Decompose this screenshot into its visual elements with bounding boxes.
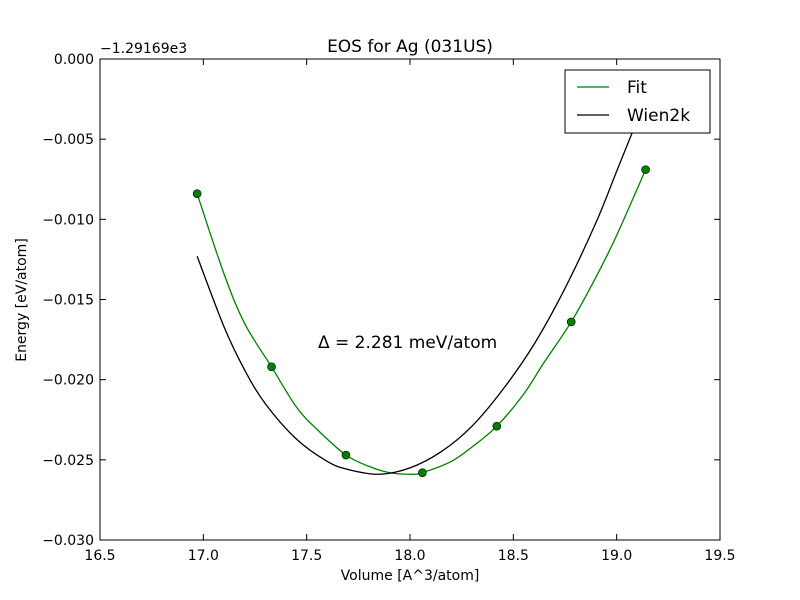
legend-label-fit: Fit	[627, 78, 647, 98]
data-point	[267, 362, 276, 372]
x-tick-label: 19.5	[704, 548, 735, 564]
x-tick-label: 17.0	[188, 548, 219, 564]
x-tick-label: 18.5	[498, 548, 529, 564]
series-line-wien2k	[196, 98, 647, 475]
data-point	[641, 165, 650, 174]
x-ticks: 16.5 17.0 17.5 18.0 18.5 19.0 19.5	[84, 59, 736, 564]
y-tick-label: −0.020	[42, 373, 94, 389]
data-points	[192, 165, 650, 477]
x-tick-label: 19.0	[601, 548, 632, 564]
data-point	[418, 468, 427, 477]
y-axis-label: Energy [eV/atom]	[14, 238, 30, 362]
legend: Fit Wien2k	[564, 69, 711, 134]
y-tick-label: 0.000	[54, 52, 94, 68]
y-ticks: 0.000 −0.005 −0.010 −0.015 −0.020 −0.025 −0.03…	[42, 52, 720, 549]
data-point	[566, 317, 576, 327]
data-point	[341, 450, 351, 460]
x-tick-label: 18.0	[394, 548, 425, 564]
data-point	[192, 189, 202, 198]
y-tick-label: −0.010	[42, 212, 94, 228]
y-offset-label: −1.29169e3	[100, 41, 187, 57]
legend-box	[564, 69, 711, 134]
data-point	[492, 421, 502, 431]
y-tick-label: −0.030	[42, 533, 94, 549]
y-tick-label: −0.015	[42, 293, 94, 309]
plot-frame	[99, 58, 721, 541]
delta-annotation: Δ = 2.281 meV/atom	[318, 333, 497, 353]
chart-title: EOS for Ag (031US)	[327, 37, 493, 57]
x-tick-label: 16.5	[84, 548, 115, 564]
x-tick-label: 17.5	[291, 548, 322, 564]
legend-label-wien2k: Wien2k	[627, 106, 690, 126]
y-tick-label: −0.005	[42, 132, 94, 148]
plot-area	[100, 59, 720, 540]
y-tick-label: −0.025	[42, 453, 94, 469]
x-axis-label: Volume [A^3/atom]	[341, 568, 480, 584]
